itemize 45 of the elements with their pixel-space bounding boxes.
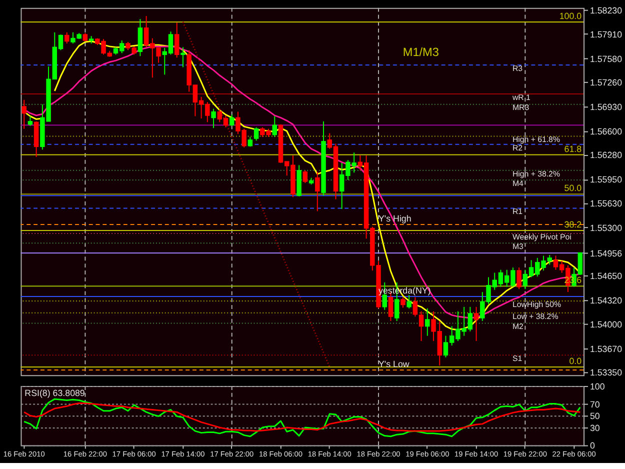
annotation: Y's Low — [378, 359, 410, 370]
ref-line-label: Weekly Pivot Poi — [512, 232, 572, 242]
y-tick-label: 1.55300 — [590, 222, 622, 233]
ref-line-label: M2 — [512, 322, 524, 332]
y-tick-label: 1.56930 — [590, 102, 622, 112]
y-tick-label: 30 — [590, 422, 600, 433]
y-tick-label: 1.58230 — [590, 6, 622, 16]
annotation: Y's High — [378, 214, 412, 224]
y-tick-label: 1.57910 — [590, 29, 622, 40]
ref-line-label: LowHigh 50% — [512, 300, 562, 309]
y-tick-label: 1.55630 — [590, 198, 622, 208]
y-tick-label: 0 — [590, 440, 595, 451]
annotation: 100.0 — [559, 11, 582, 21]
annotation: 50.0 — [564, 183, 582, 194]
ref-line-label: M3 — [512, 242, 524, 252]
y-tick-label: 70 — [590, 399, 600, 410]
ref-line-label: High + 38.2% — [512, 169, 560, 178]
y-tick-label: 1.53670 — [590, 344, 622, 354]
y-tick-label: 1.57260 — [590, 78, 622, 88]
ref-line-label: Low + 38.2% — [512, 312, 558, 321]
y-tick-label: 1.53350 — [590, 368, 622, 378]
annotation: 0.0 — [569, 356, 582, 366]
y-tick-label: 1.56280 — [590, 150, 622, 160]
ref-line-label: MR3 — [512, 103, 530, 112]
ref-line-label: M4 — [512, 178, 524, 188]
y-tick-label: 1.55950 — [590, 174, 622, 185]
annotation: 23.6 — [564, 275, 582, 286]
y-tick-label: 50 — [590, 411, 600, 422]
annotation: M1/M3 — [402, 45, 440, 60]
ref-line-label: S1 — [512, 354, 522, 364]
ref-line-label: R3 — [512, 64, 524, 73]
y-tick-label: 1.54320 — [590, 296, 622, 306]
y-tick-label: 100 — [590, 381, 605, 392]
y-tick-label: 1.54000 — [590, 319, 622, 330]
ref-line-label: R2 — [512, 143, 523, 152]
ref-line-label: R1 — [512, 207, 523, 216]
annotation: 38.2 — [564, 220, 582, 230]
y-tick-label: 1.57580 — [590, 54, 622, 64]
y-tick-label: 1.56600 — [590, 126, 622, 136]
y-tick-label: 1.54956 — [590, 248, 622, 258]
annotation: 61.8 — [564, 144, 582, 154]
y-tick-label: 1.54650 — [590, 271, 622, 282]
ref-line-label: High + 61.8% — [512, 135, 560, 144]
ref-line-label: wR 1 — [511, 92, 530, 102]
chart-title: RSI(8) 63.8089 — [24, 388, 85, 398]
